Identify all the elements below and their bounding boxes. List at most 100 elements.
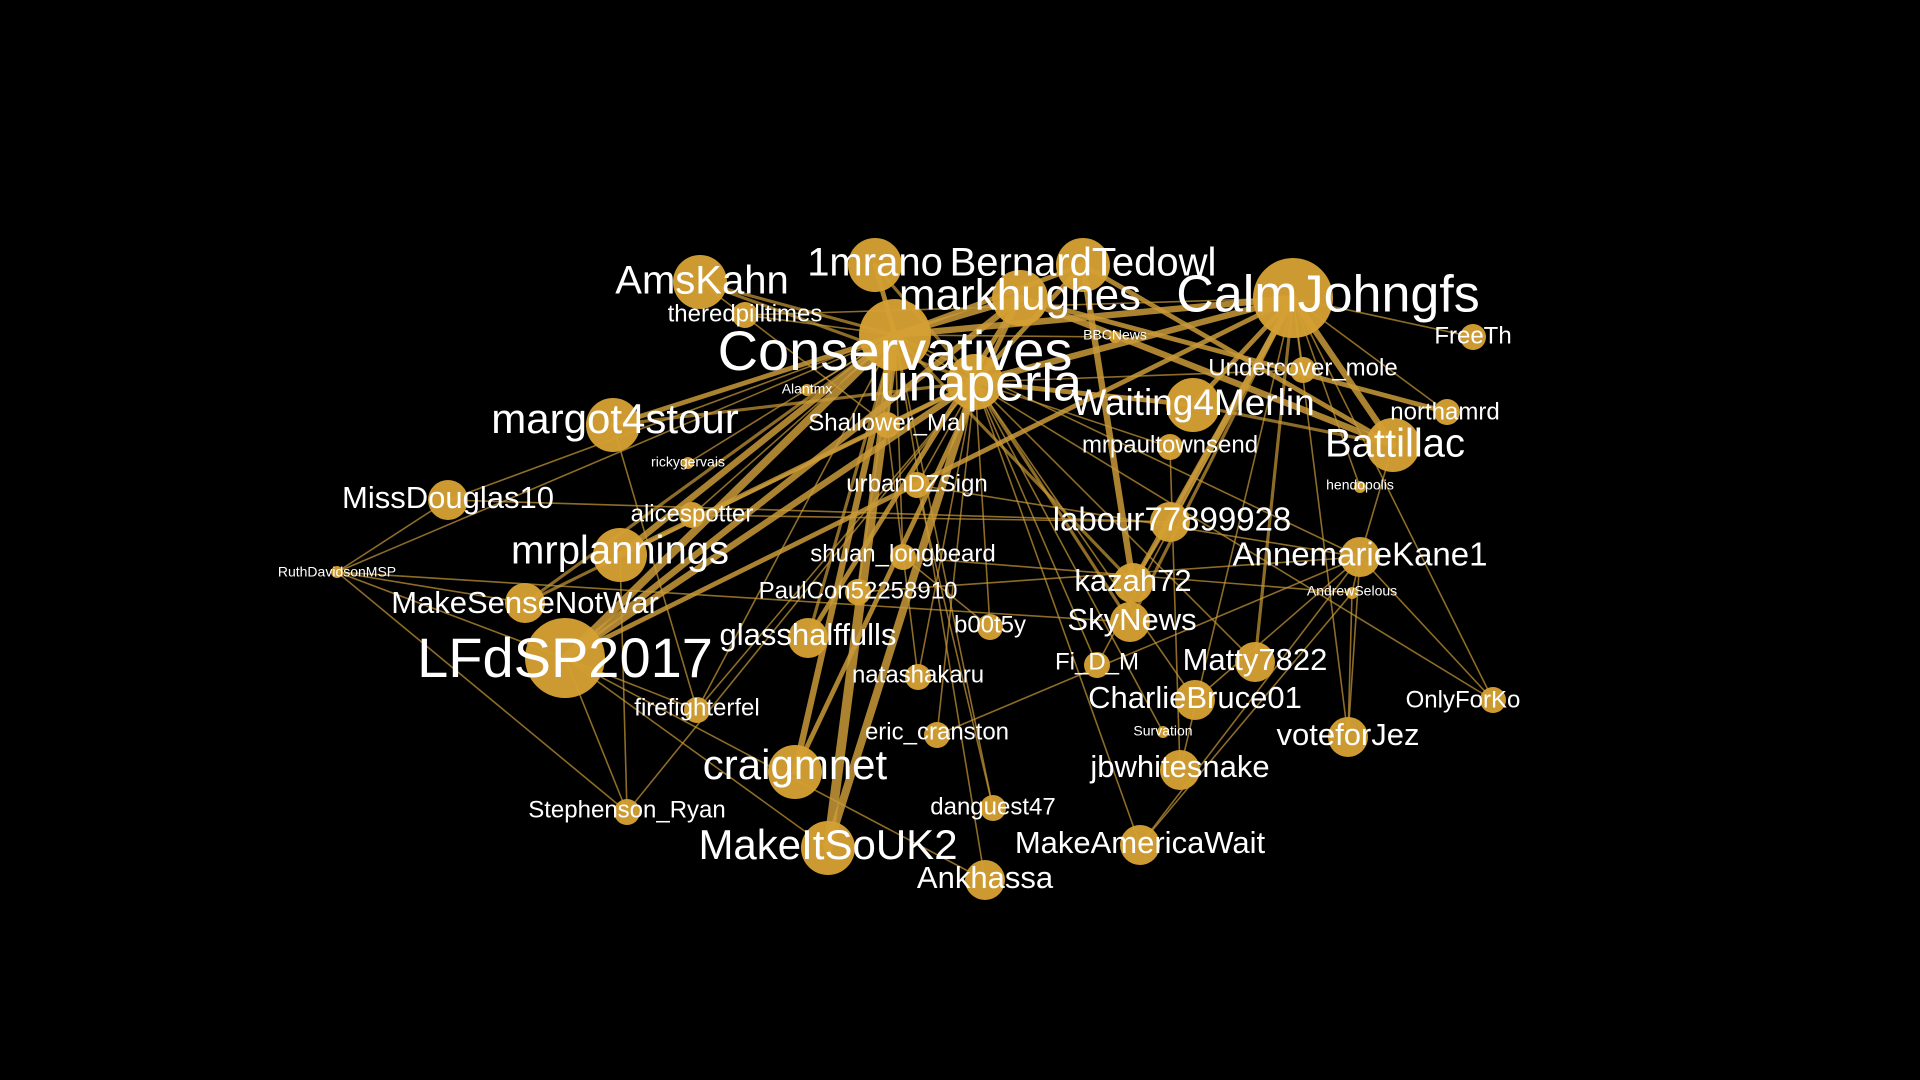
edge-missdouglas-labour: [447, 499, 1171, 523]
node-paulcon[interactable]: [845, 579, 871, 605]
node-amskahn[interactable]: [673, 255, 727, 309]
node-survation[interactable]: [1157, 726, 1169, 738]
node-Conservatives[interactable]: [859, 299, 931, 371]
edge-ruth-Conservatives: [336, 334, 896, 573]
node-onlyfor[interactable]: [1480, 687, 1506, 713]
edge-bbcnews-Conservatives: [894, 334, 1116, 338]
node-bbcnews[interactable]: [1109, 331, 1121, 343]
node-shuan[interactable]: [890, 544, 916, 570]
node-label-alicespotter: alicespotter: [631, 500, 754, 527]
edge-fid-luna: [974, 381, 1098, 666]
edge-danguest-urban: [916, 484, 994, 809]
edge-urban-annemarie: [916, 484, 1361, 558]
edge-firefighter-luna: [696, 381, 976, 711]
node-label-bernard: BernardTedowl: [950, 241, 1217, 285]
node-hendopolis[interactable]: [1354, 481, 1366, 493]
node-stephenson[interactable]: [614, 799, 640, 825]
node-label-charlie: CharlieBruce01: [1088, 680, 1302, 715]
edge-makeitso-luna: [824, 378, 979, 852]
node-label-makeamerica: MakeAmericaWait: [1015, 825, 1266, 860]
edge-matty-calm: [1253, 296, 1295, 664]
node-makesense[interactable]: [505, 583, 545, 623]
node-lfd[interactable]: [525, 618, 605, 698]
node-fid[interactable]: [1084, 652, 1110, 678]
node-andrewselous[interactable]: [1346, 587, 1358, 599]
node-label-jbw: jbwhitesnake: [1089, 749, 1269, 784]
node-label-votefor: voteforJez: [1276, 717, 1419, 752]
node-label-shuan: shuan_longbeard: [810, 540, 996, 567]
node-label-craigmnet: craigmnet: [703, 741, 888, 788]
node-battillac[interactable]: [1366, 418, 1420, 472]
node-natasha[interactable]: [905, 664, 931, 690]
node-waiting[interactable]: [1166, 378, 1220, 432]
node-alantmx[interactable]: [801, 384, 813, 396]
node-makeitso[interactable]: [801, 821, 855, 875]
node-b00t5y[interactable]: [977, 614, 1003, 640]
node-margot[interactable]: [586, 398, 640, 452]
edge-charlie-luna: [974, 381, 1196, 701]
edge-ruth-makesense: [336, 571, 526, 604]
edge-firefighter-margot: [612, 424, 698, 711]
node-label-northamrd: northamrd: [1390, 398, 1499, 425]
edge-margot-luna: [611, 380, 977, 427]
edge-stephenson-luna: [626, 381, 976, 813]
node-label-alantmx: Alantmx: [782, 381, 833, 397]
node-labour[interactable]: [1150, 502, 1190, 542]
node-danguest[interactable]: [980, 795, 1006, 821]
node-charlie[interactable]: [1175, 680, 1215, 720]
edge-makeamerica-luna: [974, 381, 1141, 846]
node-annemarie[interactable]: [1340, 537, 1380, 577]
node-label-glasshalf: glasshalffulls: [720, 617, 897, 652]
node-kazah[interactable]: [1113, 563, 1153, 603]
edge-skynews-calm: [1128, 296, 1295, 624]
node-craigmnet[interactable]: [768, 745, 822, 799]
node-shallower[interactable]: [874, 412, 900, 438]
node-ricky[interactable]: [682, 457, 694, 469]
node-jbw[interactable]: [1160, 750, 1200, 790]
node-alicespotter[interactable]: [679, 502, 705, 528]
node-glasshalf[interactable]: [788, 618, 828, 658]
node-northamrd[interactable]: [1434, 399, 1460, 425]
node-theredpill[interactable]: [732, 302, 758, 328]
node-label-kazah: kazah72: [1074, 563, 1191, 598]
node-calm[interactable]: [1253, 258, 1333, 338]
node-eric[interactable]: [924, 722, 950, 748]
node-label-eric: eric_cranston: [865, 718, 1009, 745]
node-label-mrplannings: mrplannings: [511, 529, 729, 573]
node-layer: [331, 238, 1506, 900]
node-mrano[interactable]: [848, 238, 902, 292]
node-label-danguest: danguest47: [930, 793, 1055, 820]
node-label-undercover: Undercover_mole: [1208, 354, 1397, 381]
edge-annemarie-votefor: [1347, 556, 1361, 738]
node-missdouglas[interactable]: [428, 480, 468, 520]
node-label-ruth: RuthDavidsonMSP: [278, 564, 396, 580]
node-mrpaul[interactable]: [1157, 434, 1183, 460]
node-skynews[interactable]: [1110, 602, 1150, 642]
node-label-matty: Matty7822: [1183, 642, 1328, 677]
node-bernard[interactable]: [1056, 238, 1110, 292]
node-markhughes[interactable]: [992, 270, 1048, 326]
node-luna[interactable]: [947, 354, 1003, 410]
node-urban[interactable]: [904, 472, 930, 498]
node-label-lfd: LFdSP2017: [417, 626, 713, 689]
node-makeamerica[interactable]: [1120, 825, 1160, 865]
node-label-mrpaul: mrpaultownsend: [1082, 431, 1258, 458]
node-mrplannings[interactable]: [593, 528, 647, 582]
node-votefor[interactable]: [1328, 717, 1368, 757]
edge-waiting-luna: [972, 379, 1196, 408]
node-matty[interactable]: [1235, 642, 1275, 682]
edge-natasha-luna: [917, 381, 976, 678]
edge-b00t5y-shuan: [902, 556, 991, 628]
edge-markhughes-northamrd: [1017, 295, 1450, 415]
edge-firefighter-Conservatives: [696, 334, 896, 711]
node-ankhassa[interactable]: [965, 860, 1005, 900]
edge-danguest-Conservatives: [894, 334, 994, 809]
node-firefighter[interactable]: [684, 697, 710, 723]
node-undercover[interactable]: [1290, 357, 1316, 383]
node-label-b00t5y: b00t5y: [954, 611, 1026, 638]
node-ruth[interactable]: [331, 566, 343, 578]
edge-alicespotter-labour: [691, 514, 1171, 523]
node-freeth[interactable]: [1460, 324, 1486, 350]
